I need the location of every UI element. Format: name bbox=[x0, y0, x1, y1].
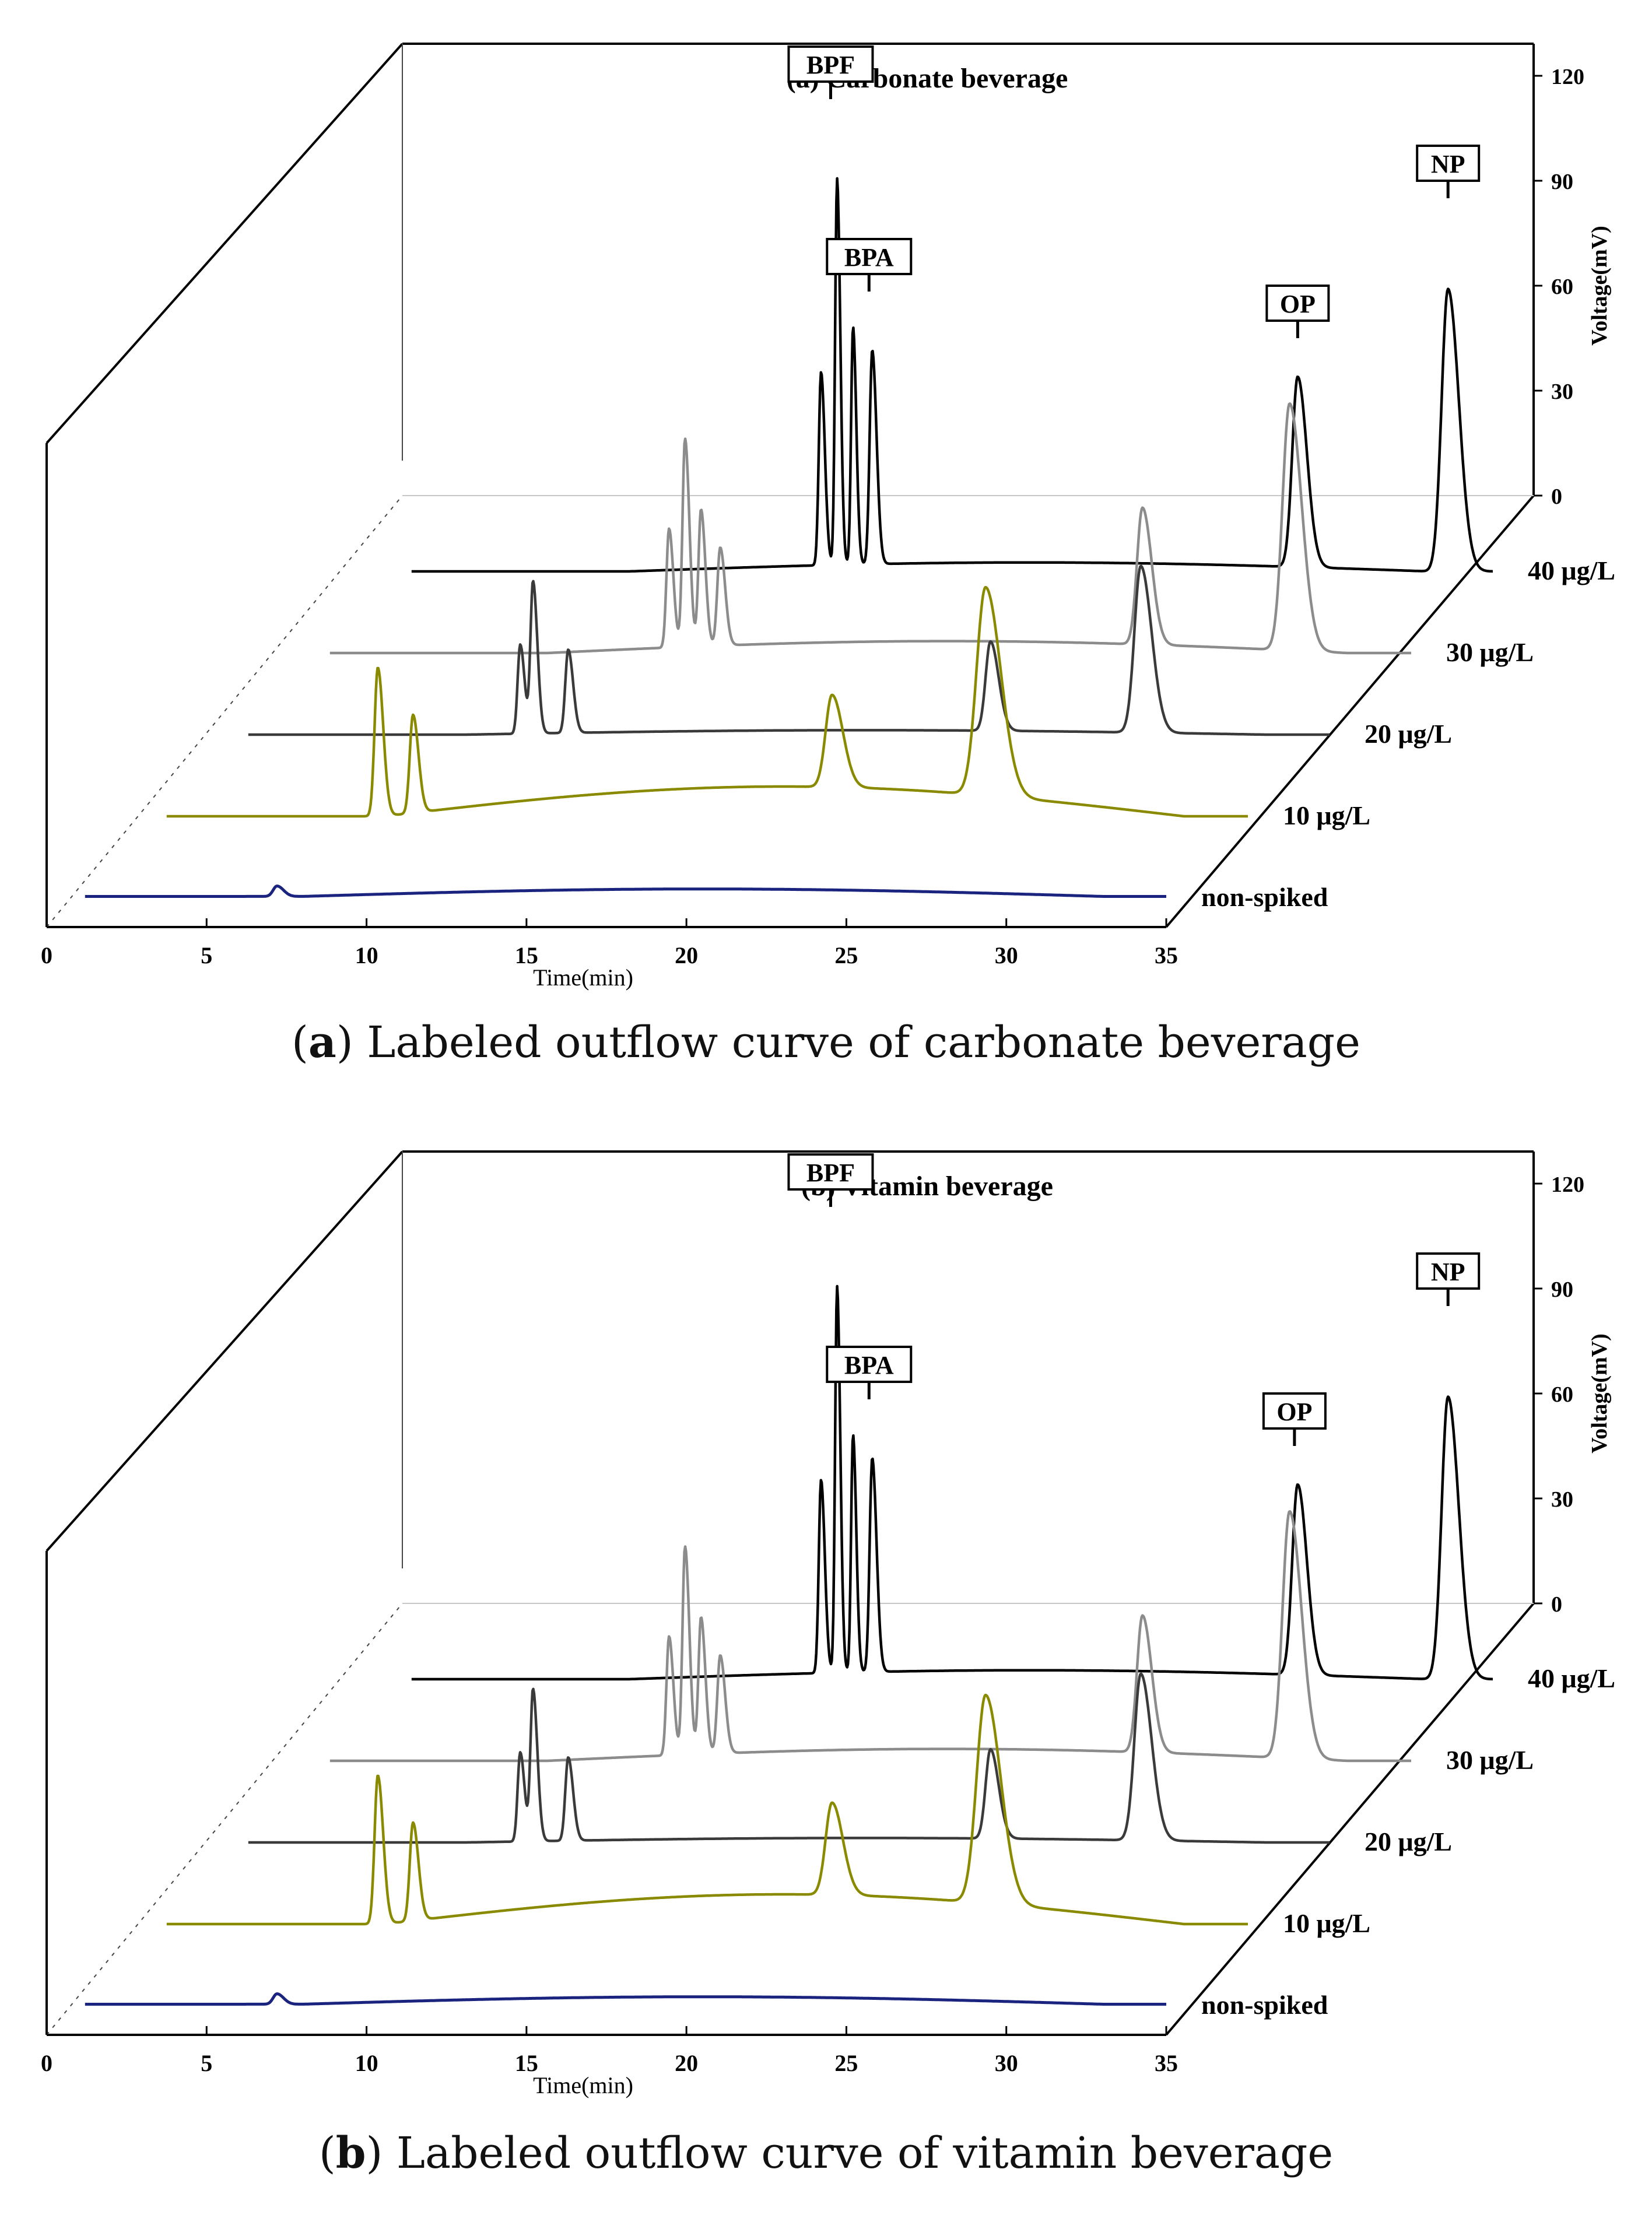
peak-label-text: BPA bbox=[844, 1351, 894, 1379]
y-tick-label: 90 bbox=[1551, 1277, 1573, 1302]
peak-label-np: NP bbox=[1416, 1252, 1481, 1306]
chart-frame bbox=[45, 43, 1535, 928]
x-tick-label: 20 bbox=[675, 942, 698, 968]
x-tick-label: 0 bbox=[41, 942, 52, 968]
y-axis-title: Voltage(mV) bbox=[1587, 1333, 1612, 1453]
peak-label-text: NP bbox=[1431, 150, 1465, 178]
peak-label-bpa: BPA bbox=[826, 1346, 913, 1399]
peak-label-box bbox=[787, 45, 874, 83]
series-20-g-l: 20 μg/L bbox=[247, 1672, 1452, 1856]
series-label-30-g-l: 30 μg/L bbox=[1446, 637, 1534, 667]
series-40-g-l: 40 μg/L bbox=[411, 177, 1615, 585]
top-diagonal-line bbox=[45, 43, 404, 444]
y-tick-label: 0 bbox=[1551, 485, 1562, 509]
series-label-40-g-l: 40 μg/L bbox=[1528, 1663, 1615, 1693]
series-10-g-l: 10 μg/L bbox=[166, 1694, 1370, 1938]
x-tick-label: 35 bbox=[1155, 2050, 1178, 2076]
depth-guide-dotted bbox=[46, 495, 403, 928]
caption-a-text: Labeled outflow curve of carbonate bever… bbox=[367, 1017, 1360, 1068]
depth-guide-dotted bbox=[46, 1603, 403, 2035]
chart-vitamin-beverage: 0 5 10 15 20 25 30 35 Time(min) 0 30 60 90 120 Voltage… bbox=[41, 1150, 1615, 2098]
peak-label-op: OP bbox=[1262, 1392, 1327, 1446]
series-label-10-g-l: 10 μg/L bbox=[1283, 801, 1370, 830]
series-line-non-spiked bbox=[84, 1992, 1167, 2006]
series-line-40-g-l bbox=[411, 177, 1493, 573]
peak-label-text: OP bbox=[1276, 1398, 1312, 1426]
x-tick-label: 10 bbox=[355, 942, 378, 968]
depth-axis-line bbox=[1165, 1602, 1535, 2036]
x-tick-label: 35 bbox=[1155, 942, 1178, 968]
caption-b-letter: b bbox=[335, 2128, 366, 2178]
x-axis-title: Time(min) bbox=[533, 964, 633, 991]
x-tick-label: 10 bbox=[355, 2050, 378, 2076]
figure-panel-a: 0 5 10 15 20 25 30 35 Time(min) 0 30 60 90 120 Voltage… bbox=[0, 0, 1652, 1108]
series-line-30-g-l bbox=[329, 402, 1412, 655]
peak-label-bpf: BPF bbox=[787, 45, 874, 99]
series-label-30-g-l: 30 μg/L bbox=[1446, 1745, 1534, 1775]
peak-label-bpa: BPA bbox=[826, 238, 913, 292]
peak-label-text: BPF bbox=[806, 1159, 855, 1187]
caption-a-letter: a bbox=[308, 1017, 336, 1068]
y-axis-title: Voltage(mV) bbox=[1587, 226, 1612, 345]
y-tick-label: 90 bbox=[1551, 170, 1573, 194]
series-non-spiked: non-spiked bbox=[84, 1990, 1328, 2020]
x-tick-label: 30 bbox=[995, 2050, 1018, 2076]
x-tick-label: 25 bbox=[834, 2050, 858, 2076]
figure-panel-b: 0 5 10 15 20 25 30 35 Time(min) 0 30 60 90 120 Voltage… bbox=[0, 1108, 1652, 2229]
peak-label-bpf: BPF bbox=[787, 1153, 874, 1207]
x-tick-label: 30 bbox=[995, 942, 1018, 968]
chart-carbonate-beverage: 0 5 10 15 20 25 30 35 Time(min) 0 30 60 90 120 Voltage… bbox=[41, 43, 1615, 991]
series-label-10-g-l: 10 μg/L bbox=[1283, 1908, 1370, 1938]
peak-label-text: NP bbox=[1431, 1258, 1465, 1286]
x-tick-label: 5 bbox=[201, 942, 212, 968]
series-line-40-g-l bbox=[411, 1284, 1493, 1681]
peak-label-text: OP bbox=[1280, 290, 1316, 318]
series-20-g-l: 20 μg/L bbox=[247, 564, 1452, 749]
series-40-g-l: 40 μg/L bbox=[411, 1284, 1615, 1693]
x-tick-label: 15 bbox=[515, 2050, 538, 2076]
series-line-20-g-l bbox=[247, 564, 1330, 736]
peak-label-op: OP bbox=[1265, 285, 1330, 338]
series-line-10-g-l bbox=[166, 586, 1248, 818]
series-line-30-g-l bbox=[329, 1510, 1412, 1763]
peak-label-box bbox=[826, 1346, 913, 1383]
y-tick-label: 120 bbox=[1551, 1173, 1584, 1197]
peak-label-box bbox=[1265, 285, 1330, 322]
x-tick-label: 0 bbox=[41, 2050, 52, 2076]
chart-frame bbox=[45, 1150, 1535, 2036]
y-tick-label: 60 bbox=[1551, 275, 1573, 299]
x-tick-label: 20 bbox=[675, 2050, 698, 2076]
series-line-20-g-l bbox=[247, 1672, 1330, 1844]
y-tick-label: 30 bbox=[1551, 1487, 1573, 1512]
series-label-non-spiked: non-spiked bbox=[1201, 1990, 1328, 2020]
depth-axis-line bbox=[1165, 494, 1535, 928]
series-line-10-g-l bbox=[166, 1694, 1248, 1926]
series-label-20-g-l: 20 μg/L bbox=[1365, 1827, 1452, 1856]
peak-label-np: NP bbox=[1416, 145, 1481, 198]
y-tick-label: 0 bbox=[1551, 1592, 1562, 1617]
x-axis-title: Time(min) bbox=[533, 2072, 633, 2098]
x-tick-label: 15 bbox=[515, 942, 538, 968]
peak-label-box bbox=[826, 238, 913, 275]
y-tick-label: 60 bbox=[1551, 1382, 1573, 1407]
top-diagonal-line bbox=[45, 1150, 404, 1552]
x-tick-label: 5 bbox=[201, 2050, 212, 2076]
series-10-g-l: 10 μg/L bbox=[166, 586, 1370, 830]
caption-a: (a) Labeled outflow curve of carbonate b… bbox=[292, 1017, 1360, 1068]
series-30-g-l: 30 μg/L bbox=[329, 1510, 1534, 1775]
peak-label-text: BPA bbox=[844, 243, 894, 272]
series-line-non-spiked bbox=[84, 884, 1167, 898]
series-label-40-g-l: 40 μg/L bbox=[1528, 556, 1615, 585]
series-30-g-l: 30 μg/L bbox=[329, 402, 1534, 667]
series-label-non-spiked: non-spiked bbox=[1201, 882, 1328, 912]
peak-label-box bbox=[1416, 145, 1481, 182]
series-non-spiked: non-spiked bbox=[84, 882, 1328, 912]
x-tick-label: 25 bbox=[834, 942, 858, 968]
y-tick-label: 30 bbox=[1551, 380, 1573, 404]
peak-label-text: BPF bbox=[806, 51, 855, 79]
y-tick-label: 120 bbox=[1551, 65, 1584, 89]
series-label-20-g-l: 20 μg/L bbox=[1365, 719, 1452, 749]
caption-b-text: Labeled outflow curve of vitamin beverag… bbox=[396, 2128, 1334, 2178]
caption-b: (b) Labeled outflow curve of vitamin bev… bbox=[318, 2128, 1334, 2178]
